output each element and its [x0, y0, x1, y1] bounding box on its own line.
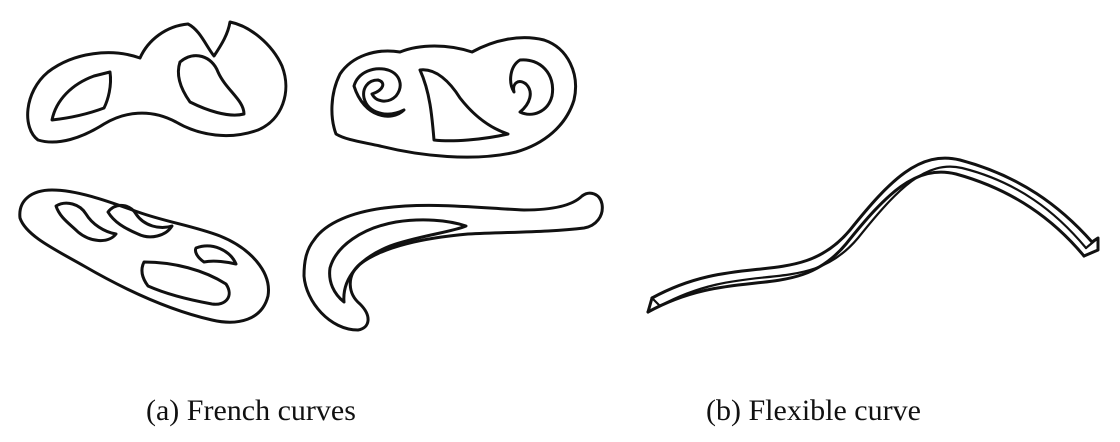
- caption-flexible-curve: (b) Flexible curve: [706, 394, 921, 427]
- french-curve-top-right: [330, 36, 577, 159]
- flexible-curve: [646, 156, 1100, 314]
- french-curve-bottom-right: [302, 191, 604, 332]
- french-curve-bottom-left: [18, 188, 270, 324]
- french-curves-group: [18, 20, 604, 332]
- caption-french-curves: (a) French curves: [146, 394, 356, 427]
- french-curve-top-left: [26, 20, 288, 144]
